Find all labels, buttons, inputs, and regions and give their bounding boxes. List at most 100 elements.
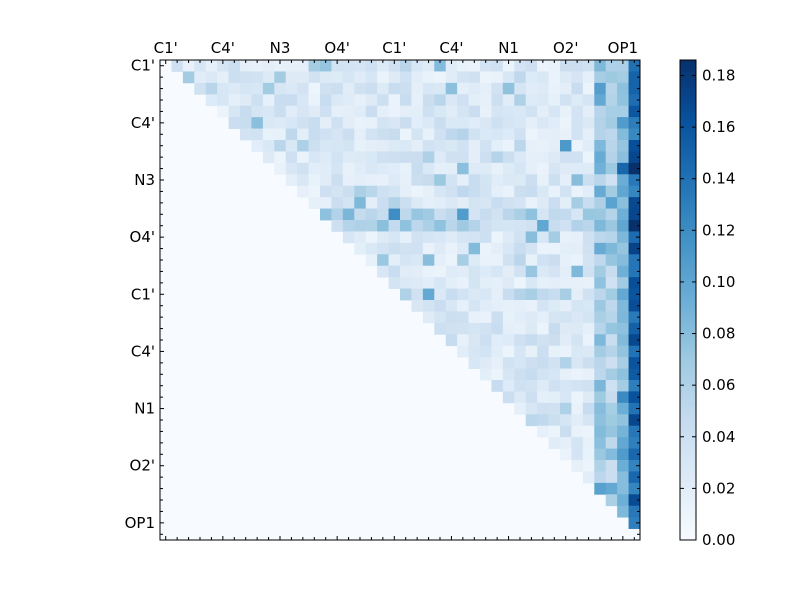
heatmap-cell xyxy=(605,471,618,484)
heatmap-cell xyxy=(605,128,618,141)
heatmap-cell xyxy=(537,82,549,95)
heatmap-cell xyxy=(365,60,378,72)
heatmap-cell xyxy=(365,140,378,152)
heatmap-cell xyxy=(537,128,549,141)
heatmap-cell xyxy=(445,265,458,278)
heatmap-cell xyxy=(491,288,504,301)
heatmap-cell xyxy=(468,288,481,301)
heatmap-cell xyxy=(594,357,607,369)
colorbar-tick-label: 0.16 xyxy=(702,118,735,136)
heatmap-cell xyxy=(560,334,572,347)
heatmap-cell xyxy=(457,82,469,95)
heatmap-cell xyxy=(377,60,389,72)
heatmap-cell xyxy=(628,185,641,198)
heatmap-cell xyxy=(342,71,355,84)
heatmap-cell xyxy=(594,162,607,175)
heatmap-cell xyxy=(560,288,572,301)
heatmap-cell xyxy=(514,162,527,175)
heatmap-cell xyxy=(502,208,515,221)
heatmap-cell xyxy=(377,94,389,107)
heatmap-cell xyxy=(468,357,481,369)
x-tick-label: OP1 xyxy=(608,39,638,57)
heatmap-cell xyxy=(514,151,527,164)
heatmap-cell xyxy=(525,117,538,129)
heatmap-cell xyxy=(548,380,561,392)
heatmap-cell xyxy=(502,357,515,369)
heatmap-cell xyxy=(285,128,298,141)
heatmap-cell xyxy=(331,105,344,118)
heatmap-cell xyxy=(537,391,549,404)
heatmap-cell xyxy=(434,242,447,255)
heatmap-cell xyxy=(400,82,412,95)
heatmap-cell xyxy=(628,128,641,141)
heatmap-cell xyxy=(525,197,538,209)
heatmap-cell xyxy=(560,242,572,255)
heatmap-cell xyxy=(502,242,515,255)
heatmap-cell xyxy=(594,391,607,404)
heatmap-cell xyxy=(605,322,618,335)
heatmap-cell xyxy=(445,277,458,289)
heatmap-cell xyxy=(617,162,629,175)
heatmap-cell xyxy=(605,368,618,381)
heatmap-cell xyxy=(422,288,435,301)
heatmap-cell xyxy=(628,345,641,358)
x-tick-label: O2' xyxy=(553,39,578,57)
heatmap-cell xyxy=(560,368,572,381)
heatmap-cell xyxy=(548,425,561,438)
colorbar-frame xyxy=(679,59,697,541)
heatmap-cell xyxy=(617,391,629,404)
heatmap-cell xyxy=(297,128,309,141)
heatmap-cell xyxy=(525,300,538,312)
heatmap-cell xyxy=(274,151,287,164)
heatmap-cell xyxy=(468,197,481,209)
heatmap-cell xyxy=(297,71,309,84)
heatmap-cell xyxy=(411,174,424,187)
heatmap-cell xyxy=(514,242,527,255)
heatmap-cell xyxy=(548,185,561,198)
heatmap-cell xyxy=(628,105,641,118)
heatmap-cell xyxy=(571,71,584,84)
heatmap-cell xyxy=(514,277,527,289)
heatmap-cell xyxy=(537,117,549,129)
heatmap-cell xyxy=(605,494,618,507)
y-tick-label: C1' xyxy=(131,285,155,303)
heatmap-cell xyxy=(422,140,435,152)
heatmap-cell xyxy=(445,71,458,84)
heatmap-cell xyxy=(502,94,515,107)
heatmap-cell xyxy=(582,254,595,267)
heatmap-cell xyxy=(582,220,595,232)
heatmap-cell xyxy=(342,185,355,198)
heatmap-cell xyxy=(617,242,629,255)
heatmap-cell xyxy=(525,94,538,107)
heatmap-cell xyxy=(594,460,607,472)
heatmap-cell xyxy=(514,357,527,369)
heatmap-cell xyxy=(571,334,584,347)
heatmap-cell xyxy=(617,357,629,369)
heatmap-cell xyxy=(617,425,629,438)
heatmap-cell xyxy=(468,140,481,152)
heatmap-cell xyxy=(274,60,287,72)
heatmap-cell xyxy=(514,197,527,209)
heatmap-cell xyxy=(548,128,561,141)
heatmap-cell xyxy=(377,105,389,118)
heatmap-cell xyxy=(605,300,618,312)
heatmap-cell xyxy=(582,242,595,255)
heatmap-cell xyxy=(388,197,401,209)
x-tick-label: C1' xyxy=(154,39,178,57)
heatmap-cell xyxy=(320,162,332,175)
heatmap-cell xyxy=(605,334,618,347)
heatmap-cell xyxy=(377,151,389,164)
heatmap-cell xyxy=(468,71,481,84)
heatmap-cell xyxy=(422,117,435,129)
heatmap-cell xyxy=(308,60,321,72)
heatmap-cell xyxy=(285,105,298,118)
heatmap-cell xyxy=(548,357,561,369)
heatmap-cell xyxy=(320,174,332,187)
heatmap-cell xyxy=(480,60,492,72)
heatmap-cell xyxy=(605,437,618,449)
heatmap-cell xyxy=(617,311,629,324)
heatmap-cell xyxy=(434,117,447,129)
heatmap-cell xyxy=(525,242,538,255)
heatmap-cell xyxy=(377,117,389,129)
heatmap-cell xyxy=(502,140,515,152)
